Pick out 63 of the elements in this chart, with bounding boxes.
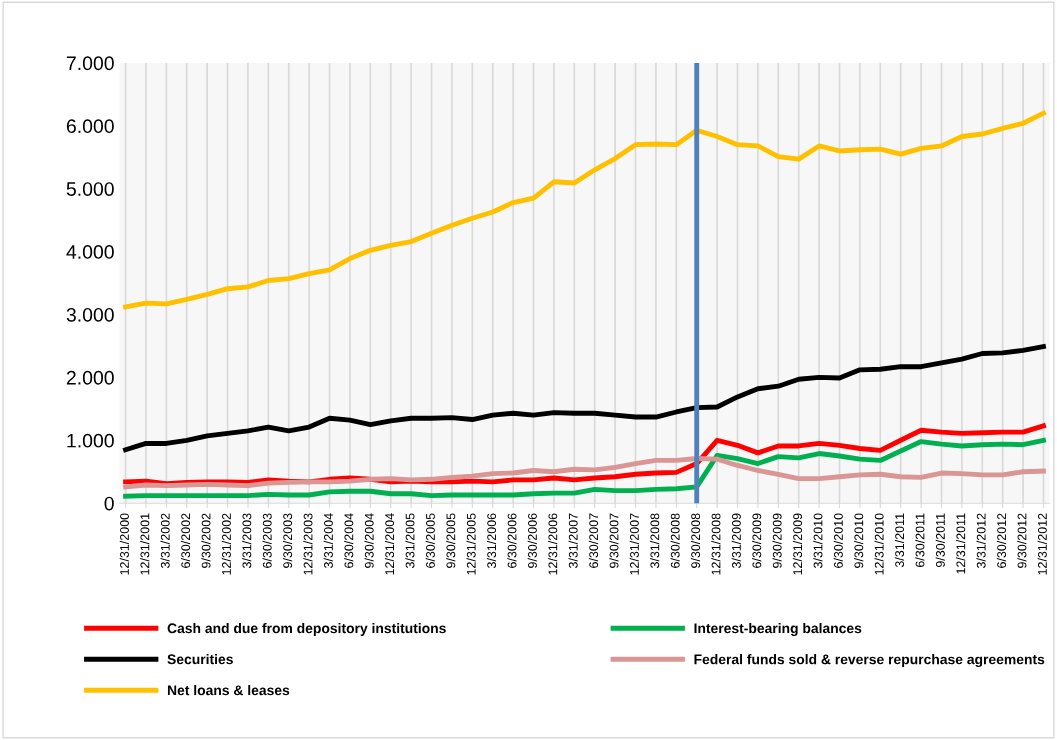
line-series [123, 344, 1046, 453]
x-tick-label: 6/30/2011 [915, 513, 925, 567]
x-tick-label: 12/31/2010 [874, 513, 884, 575]
y-tick-label: 1.000 [67, 433, 114, 448]
x-tick-label: 3/31/2004 [323, 513, 333, 569]
x-tick-label: 3/31/2010 [813, 513, 823, 569]
x-tick-label: 12/31/2008 [711, 513, 721, 575]
line-series [123, 456, 1046, 490]
x-tick-label: 6/30/2002 [180, 513, 191, 568]
x-tick-label: 9/30/2012 [1017, 513, 1027, 568]
x-tick-label: 6/30/2012 [996, 513, 1007, 568]
legend-label: Cash and due from depository institutions [167, 623, 446, 636]
x-tick-label: 9/30/2008 [690, 513, 701, 568]
x-tick-label: 9/30/2011 [935, 513, 945, 568]
x-tick-label: 9/30/2010 [854, 513, 864, 568]
y-tick-label: 6.000 [66, 119, 114, 134]
x-tick-label: 12/31/2012 [1037, 513, 1047, 575]
x-tick-label: 9/30/2002 [201, 513, 211, 568]
x-tick-label: 6/30/2005 [425, 513, 435, 568]
legend-label: Securities [167, 654, 233, 665]
y-tick-label: 4.000 [66, 245, 114, 259]
y-tick-label: 0 [104, 496, 114, 511]
x-tick-label: 12/31/2011 [956, 513, 966, 574]
x-tick-label: 9/30/2006 [527, 513, 537, 568]
x-tick-label: 6/30/2009 [752, 513, 762, 568]
x-tick-label: 9/30/2009 [772, 513, 782, 568]
x-tick-label: 6/30/2004 [344, 513, 354, 568]
x-tick-label: 3/31/2007 [568, 513, 578, 569]
x-tick-label: 3/31/2005 [405, 513, 415, 569]
x-tick-label: 12/31/2002 [221, 513, 231, 575]
legend-label: Federal funds sold & reverse repurchase agreements [694, 654, 1045, 668]
legend-label: Interest-bearing balances [694, 623, 862, 637]
y-tick-label: 7.000 [66, 56, 114, 71]
y-tick-label: 5.000 [66, 182, 114, 196]
x-tick-label: 9/30/2004 [364, 513, 374, 568]
x-tick-label: 9/30/2003 [282, 513, 293, 568]
x-tick-label: 12/31/2000 [119, 513, 129, 575]
x-tick-label: 12/31/2005 [466, 513, 476, 575]
x-tick-label: 6/30/2008 [670, 513, 680, 568]
line-series [123, 110, 1046, 310]
x-tick-label: 3/31/2009 [731, 513, 741, 569]
x-tick-label: 12/31/2007 [629, 513, 639, 575]
y-tick-label: 3.000 [66, 307, 114, 322]
x-tick-label: 3/31/2002 [160, 513, 170, 569]
legend-label: Net loans & leases [167, 685, 290, 696]
x-tick-label: 3/31/2011 [894, 513, 905, 568]
x-tick-label: 3/31/2012 [976, 513, 986, 569]
x-tick-label: 12/31/2009 [792, 513, 803, 575]
x-tick-label: 12/31/2004 [384, 513, 395, 575]
x-tick-label: 12/31/2006 [548, 513, 558, 575]
x-tick-label: 9/30/2005 [446, 513, 456, 568]
x-tick-label: 12/31/2001 [140, 513, 150, 575]
x-tick-label: 6/30/2010 [833, 513, 843, 568]
x-tick-label: 6/30/2003 [262, 513, 272, 568]
x-tick-label: 6/30/2007 [588, 513, 599, 568]
x-tick-label: 3/31/2006 [486, 513, 497, 569]
x-tick-label: 12/31/2003 [303, 513, 313, 575]
x-tick-label: 6/30/2006 [507, 513, 517, 568]
y-tick-label: 2.000 [66, 370, 114, 385]
x-tick-label: 9/30/2007 [609, 513, 619, 568]
line-series [123, 437, 1046, 499]
x-tick-label: 3/31/2003 [242, 513, 252, 569]
x-tick-label: 3/31/2008 [650, 513, 660, 569]
